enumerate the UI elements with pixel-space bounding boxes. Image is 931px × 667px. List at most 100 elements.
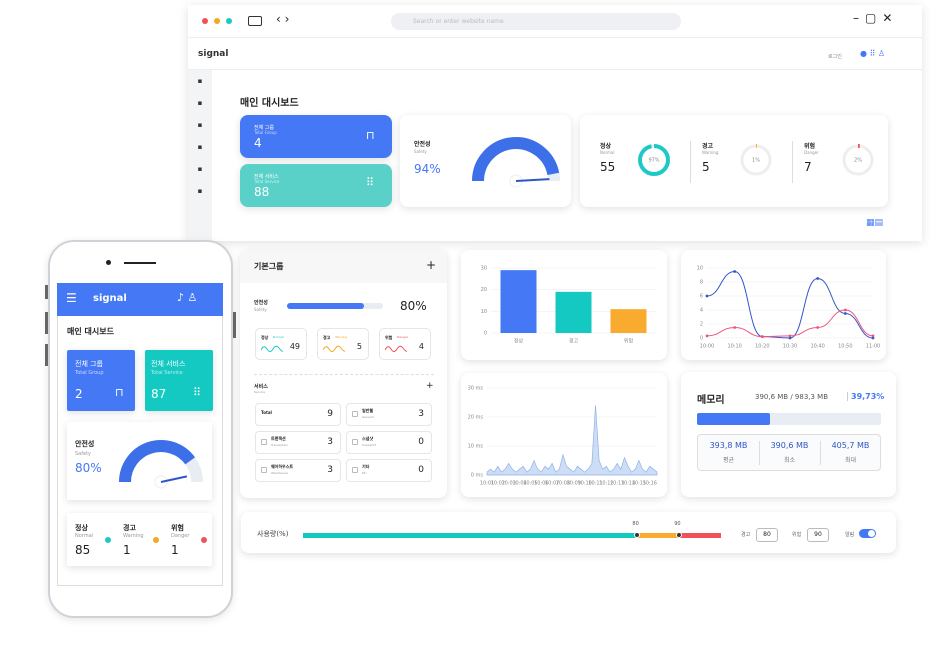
bar: [500, 270, 537, 333]
dot-teal[interactable]: [226, 18, 232, 24]
view-toggle[interactable]: ▦▤: [866, 218, 884, 228]
service-name: 트랜잭션: [271, 436, 286, 441]
status-label: 경고: [323, 335, 331, 340]
service-count: 3: [327, 437, 333, 447]
x-tick-label: 10:01: [480, 481, 494, 487]
status-label: 정상: [600, 143, 612, 150]
x-tick-label: 10:11: [588, 481, 602, 487]
add-group[interactable]: +: [426, 258, 437, 272]
ring-arc: [842, 144, 874, 176]
status-box: 경고 Warning 5: [317, 328, 369, 360]
mobile-service-card[interactable]: 전체 서비스 Total Service 87 ⠿: [145, 350, 213, 411]
mobile-icons[interactable]: ♪ ♙: [177, 291, 198, 304]
point: [843, 312, 847, 315]
x-tick-label: 10:03: [501, 481, 515, 487]
value: 4: [254, 136, 262, 150]
mobile-header: ☰ signal ♪ ♙: [57, 283, 223, 316]
y-tick-label: 10: [481, 309, 487, 315]
service-name: 기타: [362, 464, 370, 469]
memory-stats: 393,8 MB 평균 390,6 MB 최소 405,7 MB 최대: [697, 434, 881, 471]
dot-red[interactable]: [202, 18, 208, 24]
gauge-needle: [515, 178, 550, 182]
service-name: 스냅샷: [362, 436, 374, 441]
address-bar[interactable]: Search or enter website name: [391, 13, 681, 30]
usage-card: 사용량(%) 80 90 경고 80 위험 90 알림: [241, 512, 896, 553]
phone-button: [45, 312, 48, 334]
status-label: 정상: [261, 335, 269, 340]
warning-input[interactable]: 80: [756, 528, 778, 542]
gauge-arc: [119, 440, 195, 483]
mobile-group-card[interactable]: 전체 그룹 Total Group 2 ⊓: [67, 350, 135, 411]
icon: ⊓: [115, 386, 124, 399]
service-name: Total: [261, 410, 272, 415]
service-icon: [261, 439, 267, 445]
stat-value: 405,7 MB: [831, 441, 870, 450]
y-tick-label: 2: [700, 322, 703, 328]
usage-bar: 80 90: [303, 521, 721, 538]
point: [788, 334, 792, 338]
bar-chart-card: 0 10 20 30 정상 경고 위험: [461, 250, 667, 360]
label: 전체 그룹: [254, 125, 274, 131]
value: 94%: [414, 162, 441, 176]
sidebar-toggle[interactable]: [248, 16, 262, 26]
x-tick-label: 10:30: [783, 344, 797, 350]
menu[interactable]: ☰: [66, 291, 77, 305]
x-tick-label: 10:02: [491, 481, 505, 487]
sub: Total Group: [254, 130, 277, 135]
status-count: 7: [804, 160, 812, 174]
y-tick-label: 20 ms: [468, 415, 484, 421]
threshold-dot: [634, 532, 641, 538]
service-count: 0: [418, 465, 424, 475]
point: [733, 326, 737, 329]
stat-value: 390,6 MB: [770, 441, 809, 450]
y-tick-label: 6: [700, 294, 703, 300]
status-sub: Danger: [804, 150, 819, 155]
dot-orange[interactable]: [214, 18, 220, 24]
warning-label: 경고: [741, 532, 751, 538]
window-controls[interactable]: –▢✕: [853, 11, 899, 25]
x-tick-label: 10:14: [621, 481, 635, 487]
danger-input[interactable]: 90: [807, 528, 829, 542]
danger-label: 위험: [792, 532, 802, 538]
value: 87: [151, 387, 167, 401]
label: 안전성: [254, 300, 268, 306]
x-tick-label: 10:07: [545, 481, 559, 487]
stat-label: 평균: [722, 457, 735, 464]
group-header: [240, 250, 447, 283]
service-item: Total 9: [255, 403, 341, 426]
group-card: 기본그룹 + 안전성 Safety 80% 서비스 Service + 정상 No…: [240, 250, 447, 498]
point: [816, 277, 820, 280]
status-card: 정상 Normal 55 97% 경고 Warning 5 1% 위험 Danger 7 2%: [580, 115, 888, 207]
status-sub: Normal: [273, 335, 284, 339]
header-icons[interactable]: ● ⠿ ♙: [860, 49, 886, 58]
gauge: [119, 440, 203, 489]
y-tick-label: 10 ms: [468, 444, 484, 450]
service-icon: [352, 439, 358, 445]
icon: ⠿: [366, 176, 375, 189]
nav-arrows[interactable]: ‹ ›: [276, 12, 290, 26]
icon: ⊓: [366, 129, 375, 142]
stat-label: 최소: [783, 457, 796, 464]
area-chart-card: 0 ms 10 ms 20 ms 30 ms 10:01 10:02 10:03 10:04 1…: [461, 373, 667, 497]
point: [871, 334, 875, 338]
service-icon: [352, 411, 358, 417]
x-tick-label: 10:16: [643, 481, 657, 487]
alert-toggle[interactable]: [859, 529, 876, 538]
status-sub: Warning: [123, 533, 144, 539]
x-tick-label: 10:09: [567, 481, 581, 487]
total-service-card[interactable]: 전체 서비스 Total Service 88 ⠿: [240, 164, 392, 207]
x-tick-label: 10:10: [727, 344, 741, 350]
status-sub: Normal: [75, 533, 94, 539]
status-box: 정상 Normal 49: [255, 328, 307, 360]
gauge-needle: [160, 475, 188, 483]
login[interactable]: 로그인: [828, 54, 842, 60]
x-tick-label: 10:20: [755, 344, 769, 350]
add-service[interactable]: +: [426, 381, 434, 391]
usage-normal: [303, 533, 638, 538]
memory-track: [697, 413, 881, 425]
total-group-card[interactable]: 전체 그룹 Total Group 4 ⊓: [240, 115, 392, 158]
mobile-logo: signal: [93, 293, 127, 304]
browser-toolbar: ‹ › Search or enter website name –▢✕: [188, 5, 922, 38]
status-label: 위험: [385, 335, 393, 340]
